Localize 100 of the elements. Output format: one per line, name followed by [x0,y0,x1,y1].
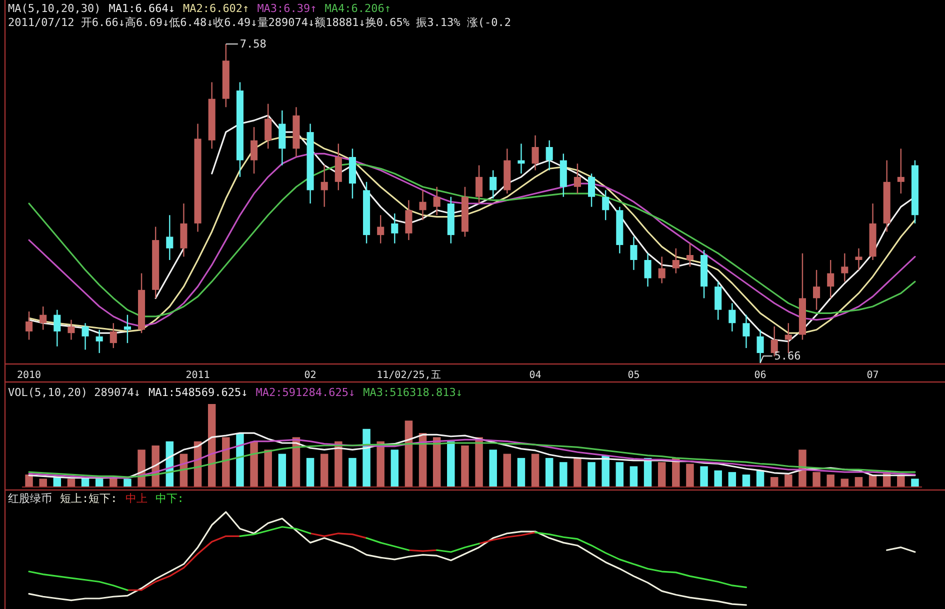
bar [348,458,356,487]
bar [798,450,806,487]
candlestick [320,164,328,208]
candlestick [96,329,103,354]
x-tick-label: 2011 [186,370,210,381]
bar [742,474,750,487]
candlestick [742,314,750,349]
bar [714,470,722,487]
bar [278,454,286,487]
candlestick [250,126,258,174]
text: 中下: [155,492,184,505]
bar [897,475,905,487]
bar [67,478,76,487]
text: MA2:591284.625↓ [256,386,356,399]
candlestick [82,322,89,350]
bar [812,472,820,487]
bar [95,478,104,487]
candlestick [574,163,581,194]
bar [489,450,497,487]
x-tick-label: 02 [304,370,316,381]
bar [124,478,132,487]
text: 短上:短下: [60,492,118,505]
bar [728,472,736,487]
bar [574,458,582,487]
candlestick [68,319,75,340]
candlestick [264,103,272,150]
text: MA1:548569.625↓ [148,386,248,399]
candlestick [855,248,862,271]
bar [658,462,666,487]
candlestick [588,172,596,208]
bar [700,466,708,487]
candlestick [405,200,412,241]
bar [376,441,384,487]
candlestick [714,280,722,320]
candlestick [26,310,33,340]
candlestick [897,148,904,194]
candlestick [54,309,61,347]
x-tick-label: 04 [529,370,542,381]
bar [854,477,863,487]
candlestick [546,140,553,171]
bar [503,454,512,487]
candlestick [728,302,736,332]
candlestick [124,314,131,344]
candlestick [391,212,398,244]
x-tick-label: 2010 [16,370,42,381]
bar [320,454,328,487]
candlestick [490,170,497,200]
bar [447,441,455,487]
bar [208,404,216,487]
candlestick [377,214,384,244]
candlestick [476,164,483,204]
candlestick [813,269,820,310]
candlestick [518,143,525,174]
candlestick [602,190,610,221]
chart-title: VOL(5,10,20) 289074↓ [8,386,140,399]
bar [840,478,849,487]
bar [616,462,624,487]
bar [826,474,834,487]
bar [362,428,370,487]
bar [25,474,33,487]
bar [517,458,526,487]
bar [390,450,399,487]
bar [784,474,792,487]
bar [545,458,554,487]
annotation: 7.58 [240,38,266,50]
x-tick-label: 06 [754,370,766,381]
bar [461,446,469,487]
bar [602,455,610,487]
bar [686,464,694,487]
bar [911,478,919,487]
bar [222,437,230,487]
bar [560,462,568,487]
bar [250,441,258,487]
bar [432,437,441,487]
text: MA4:6.206↑ [324,2,392,15]
text: MA1:6.664↓ [108,2,175,15]
candlestick [166,214,174,261]
candlestick [672,248,680,274]
candlestick [841,252,848,282]
text: 中上 [125,492,148,505]
candlestick [686,242,694,268]
annotation: 5.66 [774,350,801,362]
x-tick-label: 05 [628,370,640,381]
bar [588,462,596,487]
bar [404,420,413,487]
candlestick [658,256,666,284]
x-tick-label: 11/02/25,五 [376,370,441,381]
candlestick [433,186,440,216]
x-tick-label: 07 [866,370,879,381]
bar [306,458,314,487]
bar [770,477,778,487]
chart-title: MA(5,10,20,30) [8,2,101,15]
bar [39,478,47,487]
candlestick [827,259,834,299]
bar [475,437,483,487]
candlestick [110,322,117,349]
bar [236,433,244,487]
bar [264,450,272,487]
candlestick [419,190,426,221]
chart-title: 红股绿币 [8,492,52,505]
